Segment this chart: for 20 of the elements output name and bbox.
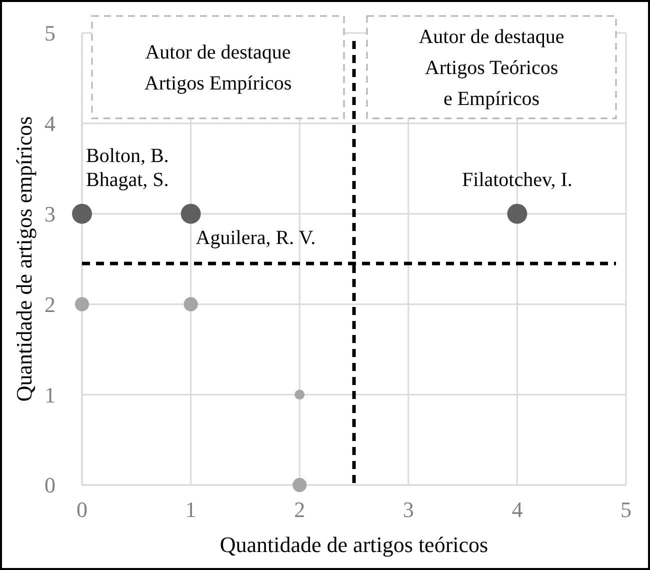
annotation: Bhagat, S.	[86, 168, 169, 191]
x-tick-label: 4	[512, 497, 523, 522]
annotation: Bolton, B.	[86, 144, 169, 167]
x-tick-label: 1	[185, 497, 196, 522]
x-axis-title: Quantidade de artigos teóricos	[220, 532, 488, 557]
y-tick-label: 3	[44, 202, 56, 226]
annotation: Autor de destaque Artigos Teóricos e Empíricos	[418, 26, 564, 110]
annotation: Aguilera, R. V.	[196, 226, 316, 249]
y-tick-label: 5	[44, 20, 56, 46]
y-axis-title: Quantidade de artigos empíricos	[12, 116, 37, 402]
x-tick-label: 3	[402, 497, 414, 522]
x-tick-label: 5	[620, 497, 632, 522]
annotation: Filatotchev, I.	[462, 168, 572, 191]
x-tick-label: 2	[294, 497, 306, 522]
y-tick-label: 4	[44, 111, 56, 136]
x-tick-label: 0	[76, 497, 88, 522]
y-tick-label: 0	[44, 472, 56, 498]
annotation: Autor de destaque Artigos Empíricos	[144, 42, 292, 95]
y-tick-label: 2	[44, 292, 56, 317]
y-tick-label: 1	[44, 382, 56, 408]
